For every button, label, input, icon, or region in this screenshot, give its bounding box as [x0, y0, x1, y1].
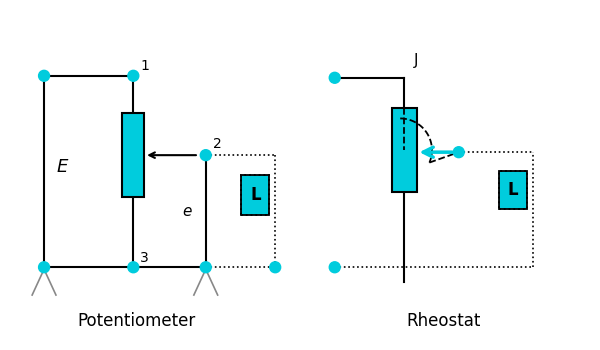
Text: 2: 2 — [212, 137, 221, 151]
Circle shape — [270, 262, 281, 273]
Bar — [392, 108, 416, 193]
Circle shape — [38, 70, 50, 81]
Circle shape — [200, 150, 211, 161]
Text: L: L — [508, 181, 518, 199]
Text: e: e — [182, 204, 192, 219]
Circle shape — [128, 70, 139, 81]
Bar — [241, 175, 269, 215]
Bar — [241, 175, 269, 215]
Bar — [122, 113, 144, 197]
Circle shape — [453, 147, 464, 158]
Circle shape — [38, 262, 50, 273]
Text: 1: 1 — [140, 59, 149, 73]
Bar — [499, 171, 527, 209]
Bar — [499, 171, 527, 209]
Circle shape — [200, 262, 211, 273]
Circle shape — [128, 262, 139, 273]
Text: Rheostat: Rheostat — [407, 312, 481, 330]
Text: E: E — [56, 158, 68, 176]
Text: 3: 3 — [140, 251, 149, 265]
Circle shape — [329, 262, 340, 273]
Text: Potentiometer: Potentiometer — [77, 312, 196, 330]
Circle shape — [329, 72, 340, 83]
Text: J: J — [414, 54, 418, 68]
Text: L: L — [250, 186, 260, 204]
